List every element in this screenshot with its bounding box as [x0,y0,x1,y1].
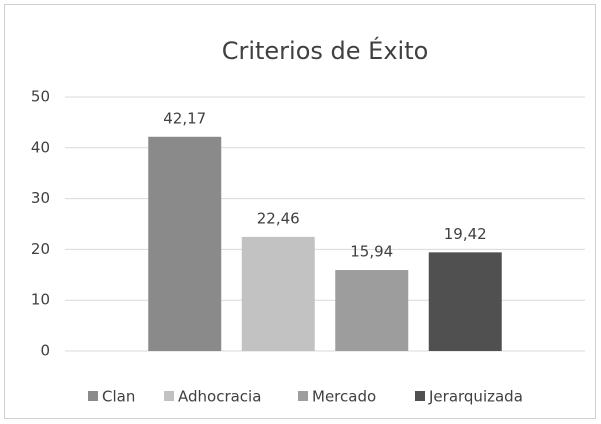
legend-label: Adhocracia [178,388,261,406]
y-tick-label: 10 [31,291,50,309]
chart-border [4,4,596,419]
legend-swatch [298,391,308,401]
bar [428,252,502,351]
legend-label: Jerarquizada [428,388,523,406]
data-label: 42,17 [163,109,206,127]
legend-swatch [164,391,174,401]
y-tick-label: 50 [31,88,50,106]
legend-label: Mercado [312,388,376,406]
chart-title: Criterios de Éxito [222,36,429,65]
bar [148,136,222,351]
legend-swatch [415,391,425,401]
data-label: 15,94 [350,243,393,261]
bar [241,236,315,351]
legend-swatch [88,391,98,401]
y-tick-label: 30 [31,189,50,207]
data-label: 22,46 [257,209,300,227]
y-tick-label: 20 [31,240,50,258]
y-tick-label: 0 [40,342,50,360]
data-label: 19,42 [444,225,487,243]
y-tick-label: 40 [31,138,50,156]
bar [335,270,409,351]
legend-label: Clan [102,388,135,406]
